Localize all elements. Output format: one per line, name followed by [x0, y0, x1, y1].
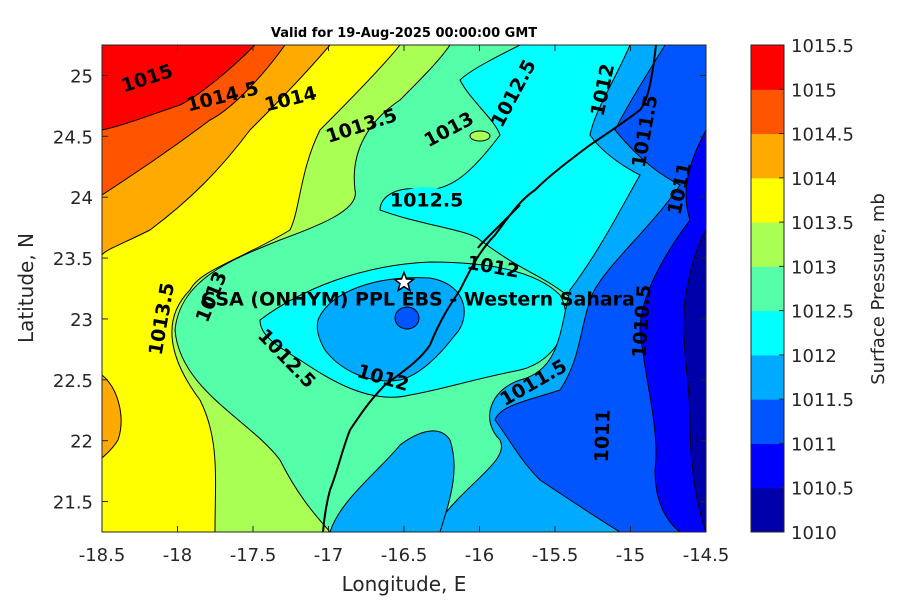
colorbar-swatch — [751, 399, 784, 444]
y-tick-label: 23.5 — [53, 249, 93, 270]
colorbar-tick-label: 1014.5 — [791, 125, 854, 146]
cyan-bubble-top — [493, 71, 517, 85]
y-tick-label: 25 — [70, 66, 93, 87]
low-cell — [394, 306, 420, 330]
colorbar: 1010 1010.5 1011 1011.5 1012 1012.5 1013 1013.5… — [750, 36, 854, 544]
colorbar-tick-label: 1011.5 — [791, 390, 854, 411]
x-axis-label: Longitude, E — [342, 572, 467, 596]
contour-label: 1010.5 — [629, 284, 656, 359]
x-tick-label: -15 — [616, 545, 645, 566]
colorbar-swatch — [751, 487, 784, 533]
cyan-bubble-north — [403, 187, 447, 203]
x-tick-label: -16.5 — [381, 545, 428, 566]
y-tick-label: 23 — [70, 310, 93, 331]
colorbar-tick-label: 1014 — [791, 169, 837, 190]
colorbar-tick-label: 1013 — [791, 257, 837, 278]
star-icon — [392, 270, 416, 293]
x-tick-label: -17.5 — [230, 545, 277, 566]
colorbar-swatch — [751, 443, 784, 489]
colorbar-swatch — [751, 133, 784, 179]
band-1013-5-sw-pocket — [102, 374, 122, 459]
colorbar-swatch — [751, 45, 784, 90]
contour-label: 1011 — [591, 409, 615, 463]
band-1011-5-center — [316, 277, 465, 382]
site-label: CSA (ONHYM) PPL EBS - Western Sahara — [201, 288, 635, 310]
x-tick-label: -16 — [465, 545, 494, 566]
colorbar-tick-label: 1013.5 — [791, 213, 854, 234]
x-tick-label: -18 — [163, 545, 192, 566]
colorbar-swatch — [751, 266, 784, 312]
coastline — [322, 45, 657, 532]
y-tick-label: 24 — [70, 188, 93, 209]
y-tick-label: 22 — [70, 432, 93, 453]
x-tick-label: -14.5 — [683, 545, 730, 566]
x-axis-ticks: -18.5 -18 -17.5 -17 -16.5 -16 -15.5 -15 -14.5 — [79, 45, 730, 566]
x-tick-label: -15.5 — [532, 545, 579, 566]
colorbar-tick-label: 1015.5 — [791, 36, 854, 57]
colorbar-swatch — [751, 222, 784, 267]
colorbar-swatch — [751, 310, 784, 356]
band-1011-5-south — [329, 430, 455, 532]
band-1015 — [102, 45, 256, 131]
y-axis-label: Latitude, N — [14, 233, 38, 343]
colorbar-tick-label: 1015 — [791, 80, 837, 101]
colorbar-swatch — [751, 354, 784, 400]
contour-fill-bands — [102, 45, 706, 532]
colorbar-swatch — [751, 177, 784, 223]
x-tick-label: -17 — [314, 545, 343, 566]
colorbar-tick-label: 1012 — [791, 346, 837, 367]
colorbar-swatch — [751, 89, 784, 135]
map-title: Valid for 19-Aug-2025 00:00:00 GMT — [271, 26, 537, 41]
band-1010-5 — [639, 129, 706, 532]
y-tick-label: 24.5 — [53, 127, 93, 148]
colorbar-tick-label: 1011 — [791, 434, 837, 455]
x-tick-label: -18.5 — [79, 545, 126, 566]
colorbar-frame — [750, 44, 785, 533]
colorbar-tick-label: 1012.5 — [791, 302, 854, 323]
site-marker: CSA (ONHYM) PPL EBS - Western Sahara — [201, 270, 635, 310]
small-ridge-cell — [469, 130, 491, 142]
colorbar-label: Surface Pressure, mb — [868, 193, 889, 385]
band-1010 — [683, 229, 706, 532]
colorbar-tick-label: 1010.5 — [791, 479, 854, 500]
y-tick-label: 22.5 — [53, 371, 93, 392]
y-tick-label: 21.5 — [53, 493, 93, 514]
y-axis-ticks: 21.5 22 22.5 23 23.5 24 24.5 25 — [53, 66, 706, 514]
colorbar-tick-label: 1010 — [791, 523, 837, 544]
contour-label: 1012.5 — [390, 189, 463, 211]
